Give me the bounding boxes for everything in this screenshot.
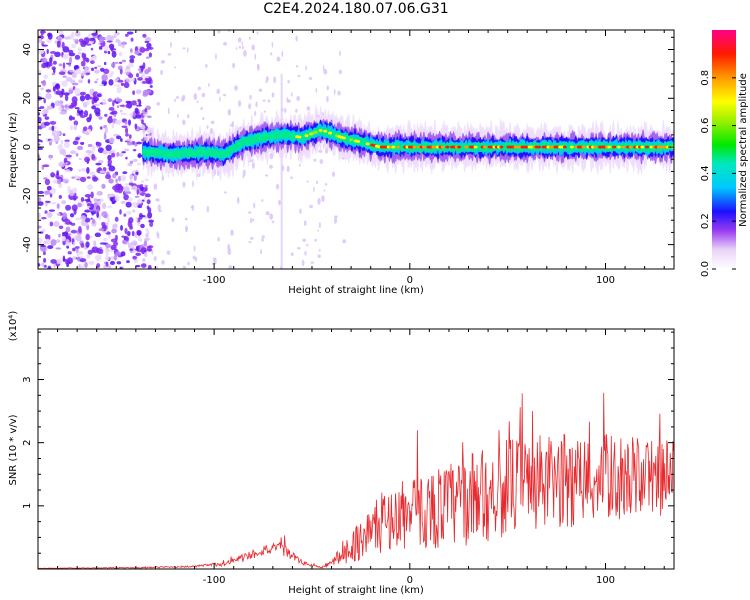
spectrogram-y-tick-label: -20 bbox=[22, 188, 33, 204]
spectrogram-x-tick-label: -100 bbox=[203, 275, 226, 286]
spectrogram-y-label: Frequency (Hz) bbox=[8, 112, 19, 188]
spectrogram-x-tick-label: 100 bbox=[596, 275, 615, 286]
colorbar-tick-label: 0.6 bbox=[700, 118, 711, 134]
snr-y-tick-label: 1 bbox=[22, 503, 33, 509]
colorbar-tick-label: 0.0 bbox=[700, 261, 711, 277]
snr-frame bbox=[37, 328, 675, 570]
colorbar-tick-label: 0.2 bbox=[700, 213, 711, 229]
spectrogram-y-tick-label: 0 bbox=[22, 144, 33, 150]
snr-x-tick-label: 100 bbox=[596, 575, 615, 586]
snr-x-tick-label: 0 bbox=[407, 575, 413, 586]
snr-y-tick-label: 2 bbox=[22, 439, 33, 445]
snr-y-tick-label: 3 bbox=[22, 376, 33, 382]
spectrogram-x-label: Height of straight line (km) bbox=[288, 285, 424, 296]
snr-x-label: Height of straight line (km) bbox=[288, 585, 424, 596]
snr-x-tick-label: -100 bbox=[203, 575, 226, 586]
snr-panel: -100 0 100 1 2 3 Height of straight line (km)… bbox=[8, 311, 675, 596]
snr-multiplier: (x10⁴) bbox=[8, 311, 19, 342]
colorbar-tick-label: 0.8 bbox=[700, 70, 711, 86]
spectrogram-panel: -100 0 100 -40 -20 0 20 40 Height of straight l… bbox=[8, 29, 675, 296]
snr-y-label: SNR (10 * v/v) bbox=[8, 414, 19, 485]
spectrogram-y-tick-label: -40 bbox=[22, 236, 33, 252]
spectrogram-y-tick-label: 40 bbox=[22, 43, 33, 56]
colorbar-label: Normalized spectral amplitude bbox=[738, 73, 749, 227]
colorbar-tick-label: 0.4 bbox=[700, 165, 711, 181]
spectrogram-y-tick-label: 20 bbox=[22, 92, 33, 105]
spectrogram-x-tick-label: 0 bbox=[407, 275, 413, 286]
chart-title: C2E4.2024.180.07.06.G31 bbox=[263, 1, 449, 17]
spectrogram-frame bbox=[37, 29, 675, 270]
colorbar-gradient bbox=[712, 30, 736, 269]
colorbar: 0.0 0.2 0.4 0.6 0.8 Normalized spectral ampl… bbox=[700, 30, 749, 277]
snr-series-line bbox=[38, 392, 674, 569]
